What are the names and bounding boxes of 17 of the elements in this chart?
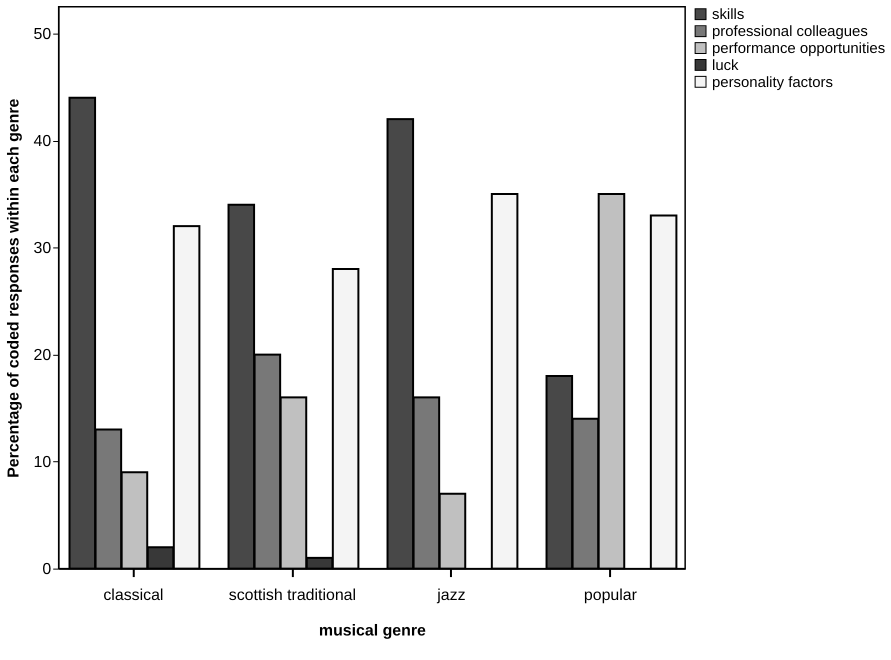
x-tick-label: popular [584, 586, 638, 604]
legend-label: professional colleagues [712, 24, 868, 40]
y-axis-title: Percentage of coded responses within each genre [6, 98, 23, 478]
x-tick-label: classical [103, 586, 164, 604]
y-tick-label: 20 [34, 347, 52, 364]
x-tick-label: scottish traditional [228, 586, 356, 604]
legend-label: skills [712, 7, 744, 24]
legend-label: luck [712, 58, 740, 74]
y-tick-label: 50 [34, 26, 52, 43]
y-tick-label: 40 [34, 133, 52, 150]
y-tick-label: 0 [42, 561, 52, 578]
legend-label: performance opportunities [712, 41, 886, 58]
legend-label: personality factors [712, 74, 833, 91]
y-tick-label: 30 [34, 240, 52, 258]
x-tick-label: jazz [436, 586, 466, 604]
x-axis-title: musical genre [318, 622, 426, 640]
y-tick-label: 10 [34, 454, 52, 472]
